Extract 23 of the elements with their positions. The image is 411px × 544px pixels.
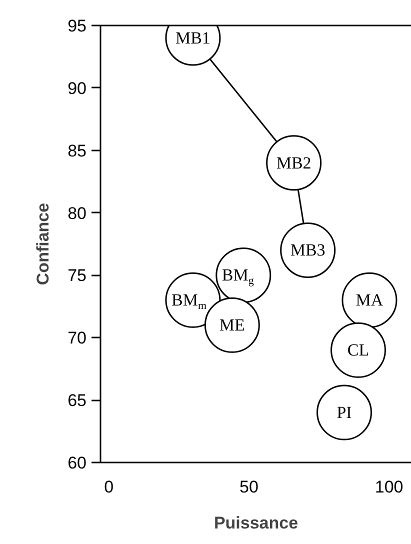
y-tick-label: 80 [68, 204, 87, 223]
annotation: CL [347, 340, 370, 360]
y-tick-label: 95 [68, 16, 87, 36]
x-tick-label: 0 [104, 478, 114, 496]
y-tick-label: 60 [68, 454, 87, 472]
y-axis-title: Confiance [34, 202, 53, 286]
y-tick-label: 85 [68, 141, 87, 160]
annotation: MB2 [276, 153, 312, 172]
y-tick-label: 70 [68, 328, 87, 348]
annotation: PI [336, 403, 352, 422]
point [342, 272, 398, 328]
annotation: MA [356, 290, 384, 310]
x-tick-label: 50 [240, 478, 258, 496]
y-tick-label: 75 [68, 266, 87, 286]
annotation: MB1 [175, 28, 210, 48]
annotation: MB3 [290, 240, 326, 260]
x-tick-label: 100 [374, 478, 404, 496]
x-axis-title: Puissance [214, 514, 298, 532]
y-tick-label: 90 [68, 78, 87, 98]
y-tick-label: 65 [68, 391, 87, 410]
point [316, 384, 372, 440]
annotation: ME [219, 316, 245, 335]
point [330, 322, 386, 378]
